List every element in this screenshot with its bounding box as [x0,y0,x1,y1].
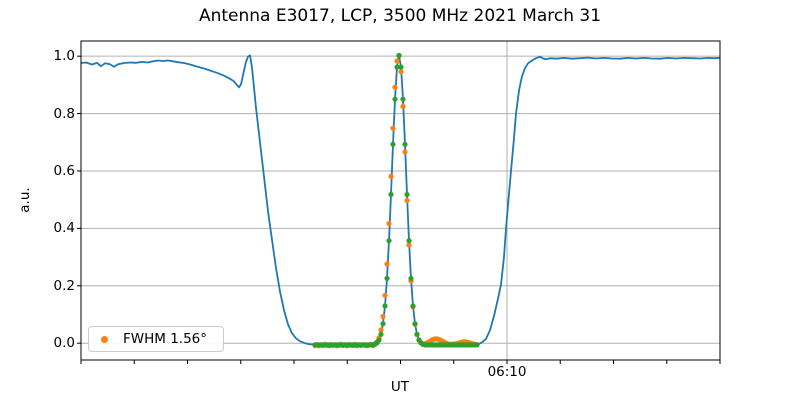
y-tick-label: 0.8 [53,105,75,122]
y-axis-label: a.u. [17,187,33,213]
series-drift-scan [81,54,720,346]
chart-title: Antenna E3017, LCP, 3500 MHz 2021 March … [198,6,602,26]
legend: FWHM 1.56° [88,326,224,352]
legend-marker-dot [101,335,108,343]
axes-spines [80,40,721,361]
legend-label: FWHM 1.56° [123,331,208,347]
y-tick-label: 0.4 [53,220,75,237]
y-tick-label: 1.0 [53,48,75,65]
x-axis-label: UT [390,379,410,395]
tick-marks [77,55,721,364]
y-tick-label: 0.2 [53,277,75,294]
x-tick-label: 06:10 [487,364,527,380]
series-gaussian-fit [312,53,480,348]
y-tick-label: 0.0 [53,335,75,352]
gridlines [81,41,720,360]
series-group [81,52,720,349]
y-tick-label: 0.6 [53,162,75,179]
